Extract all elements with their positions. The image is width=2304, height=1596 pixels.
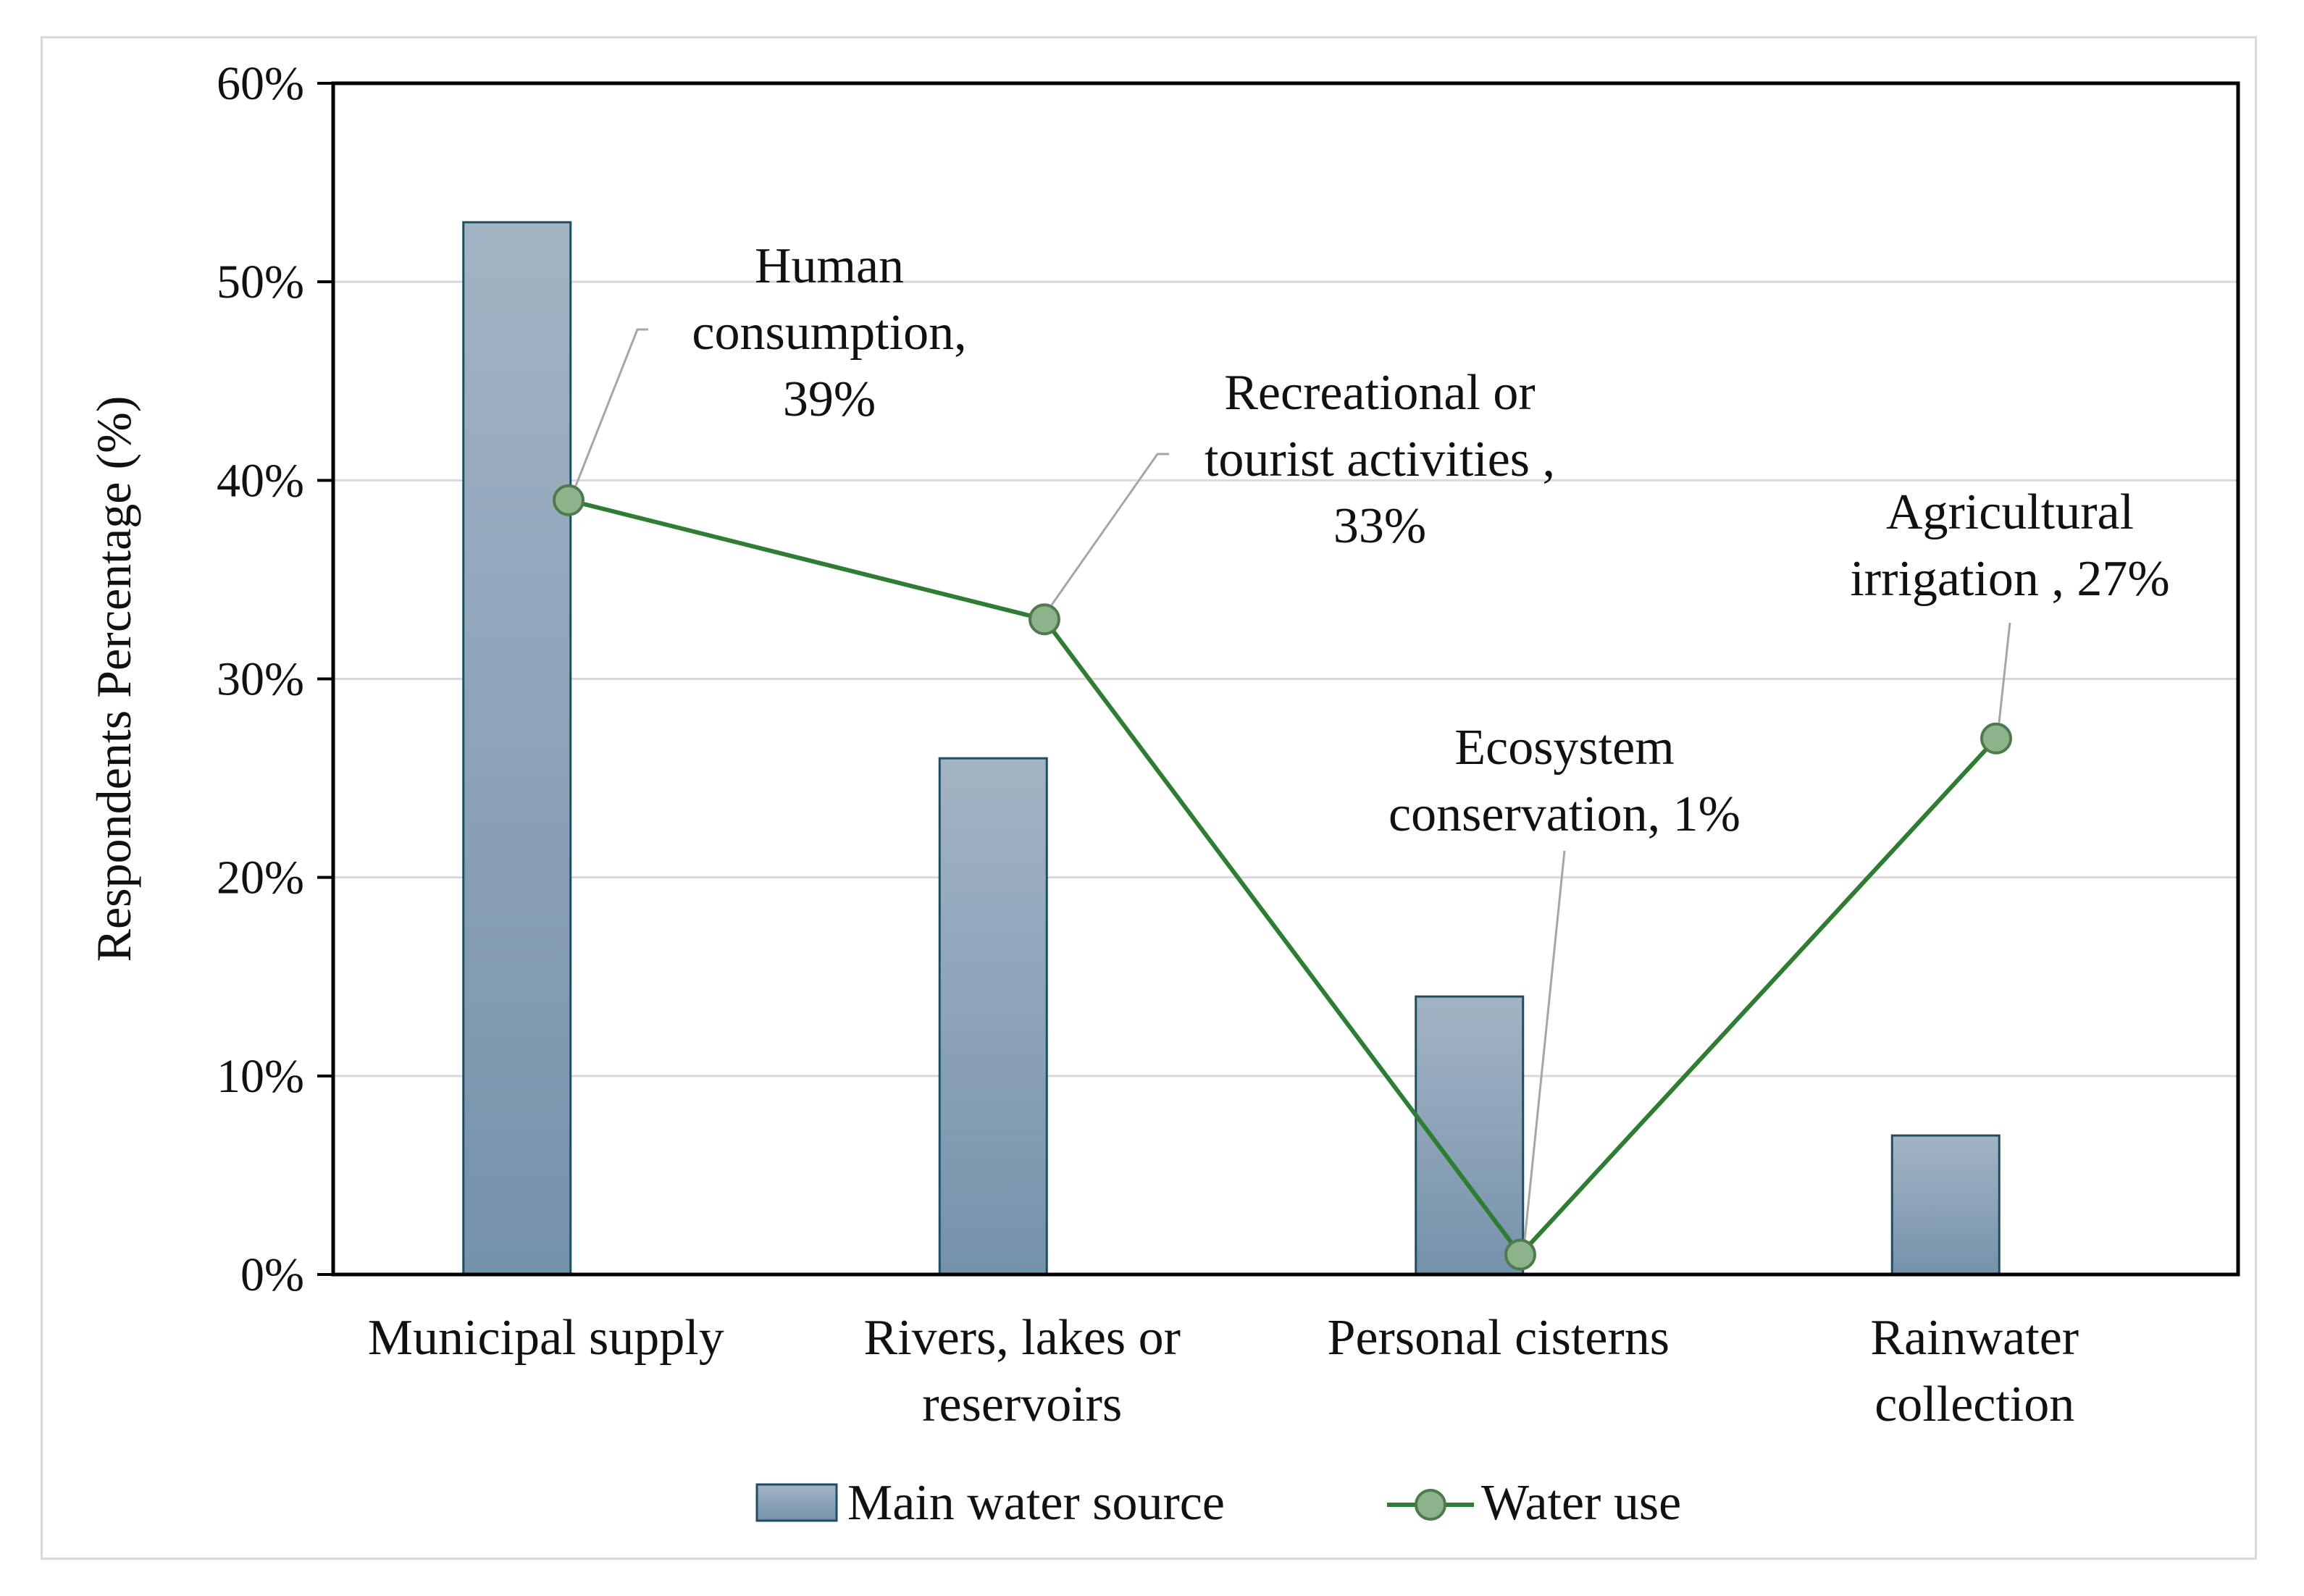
point-annotation-line: 33% xyxy=(1333,498,1426,554)
leader-line xyxy=(1998,622,2011,723)
bar xyxy=(1890,1134,2001,1276)
y-tick-label: 30% xyxy=(217,653,304,706)
bar xyxy=(1415,995,1525,1276)
y-tick-label: 40% xyxy=(217,454,304,507)
point-annotation-line: consumption, xyxy=(692,305,966,361)
line-point xyxy=(553,484,585,516)
legend-label-bars: Main water source xyxy=(847,1475,1225,1531)
x-category-label-line: Rainwater xyxy=(1870,1310,2079,1366)
legend-label-line: Water use xyxy=(1481,1475,1681,1531)
line-series xyxy=(553,484,2012,1271)
line-point xyxy=(1980,722,2012,755)
legend-bar-swatch xyxy=(755,1483,838,1522)
point-annotation: Recreational or tourist activities , 33% xyxy=(1205,365,1555,554)
line-point xyxy=(1029,603,1060,636)
x-axis-categories: Municipal supply Rivers, lakes or reservoi… xyxy=(368,1310,2079,1432)
point-annotation-line: Recreational or xyxy=(1224,365,1536,421)
point-annotation-line: Agricultural xyxy=(1886,484,2134,540)
x-category-label-line: collection xyxy=(1874,1377,2074,1432)
point-annotation-line: Ecosystem xyxy=(1454,720,1674,776)
point-annotations: Human consumption, 39% Recreational or touri… xyxy=(692,238,2169,842)
y-tick-label: 0% xyxy=(240,1248,304,1301)
y-axis-label-group: Respondents Percentage (%) xyxy=(86,396,141,962)
point-annotation: Agricultural irrigation , 27% xyxy=(1850,484,2169,607)
bar-series xyxy=(462,221,2001,1276)
x-category-label: Personal cisterns xyxy=(1328,1310,1670,1366)
y-tick-label: 50% xyxy=(217,256,304,308)
y-axis-ticks: 0% 10% 20% 30% 40% 50% 60% xyxy=(217,57,333,1301)
x-category-label-line: Rivers, lakes or xyxy=(864,1310,1181,1366)
point-annotation: Ecosystem conservation, 1% xyxy=(1388,720,1740,842)
point-annotation-line: 39% xyxy=(783,371,876,427)
point-annotation-line: irrigation , 27% xyxy=(1850,551,2169,607)
x-category-label-line: Personal cisterns xyxy=(1328,1310,1670,1366)
x-category-label: Municipal supply xyxy=(368,1310,724,1366)
point-annotation-line: conservation, 1% xyxy=(1388,786,1740,842)
point-annotation-line: tourist activities , xyxy=(1205,432,1555,487)
gridlines xyxy=(333,280,2238,1078)
legend-marker-swatch xyxy=(1415,1489,1446,1521)
point-annotation-line: Human xyxy=(755,238,904,294)
annotation-leaders xyxy=(574,328,2011,1240)
y-tick-label: 60% xyxy=(217,57,304,110)
x-category-label: Rivers, lakes or reservoirs xyxy=(864,1310,1181,1432)
leader-line xyxy=(574,328,648,487)
line-point xyxy=(1504,1238,1536,1271)
bar xyxy=(938,757,1048,1276)
bar xyxy=(462,221,572,1276)
point-annotation: Human consumption, 39% xyxy=(692,238,966,427)
leader-line xyxy=(1050,453,1169,606)
legend: Main water source Water use xyxy=(755,1475,1681,1531)
y-axis-label: Respondents Percentage (%) xyxy=(86,396,141,962)
y-tick-label: 10% xyxy=(217,1050,304,1103)
x-category-label: Rainwater collection xyxy=(1870,1310,2079,1432)
leader-line xyxy=(1523,850,1566,1240)
water-use-line xyxy=(568,497,1998,1259)
x-category-label-line: reservoirs xyxy=(922,1377,1122,1432)
figure-frame xyxy=(41,36,2257,1560)
x-category-label-line: Municipal supply xyxy=(368,1310,724,1366)
y-tick-label: 20% xyxy=(217,852,304,904)
